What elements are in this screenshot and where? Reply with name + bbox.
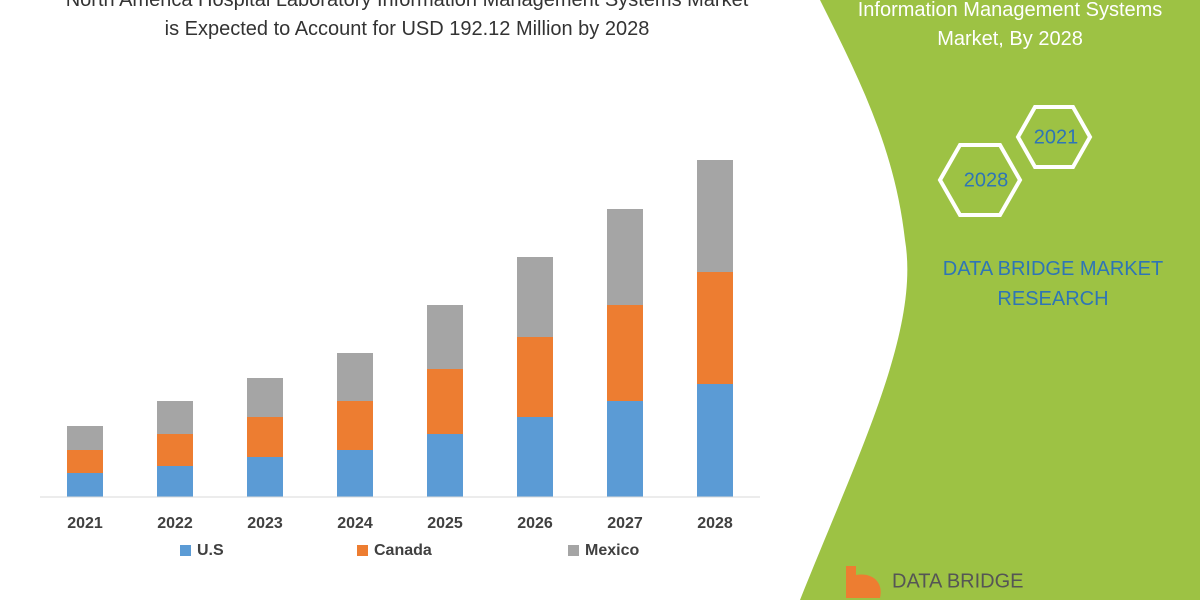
legend-label: Canada [374,542,432,559]
bar-segment [157,434,193,466]
bar-segment [697,272,733,384]
x-tick-label: 2026 [517,515,553,532]
logo-icon [846,566,881,598]
bar-segment [427,369,463,434]
hexagon-label: 2028 [964,169,1009,191]
legend-label: U.S [197,542,224,559]
green-panel [800,0,1200,600]
bar-segment [337,450,373,497]
bar-segment [157,401,193,434]
bar-segment [247,417,283,457]
x-tick-label: 2023 [247,515,283,532]
x-tick-label: 2028 [697,515,733,532]
hexagon [1015,105,1093,169]
bar-segment [67,473,103,497]
logo-text: DATA BRIDGE [892,570,1024,592]
bar-segment [607,209,643,305]
brand: DATA BRIDGE MARKET RESEARCH [942,258,1164,310]
bar-segment [697,160,733,272]
bar-segment [427,434,463,497]
x-tick-label: 2021 [67,515,103,532]
bar-segment [247,457,283,497]
x-tick-label: 2024 [337,515,373,532]
x-tick-label: 2025 [427,515,463,532]
bar-segment [517,257,553,337]
x-tick-label: 2022 [157,515,193,532]
bar-segment [67,450,103,473]
chart-title: North America Hospital Laboratory Inform… [65,0,749,40]
legend-swatch [568,545,579,556]
bar-segment [427,305,463,369]
bar-segment [697,384,733,497]
bar-segment [67,426,103,450]
hexagon-label: 2021 [1034,126,1079,148]
hexagon [937,143,1023,217]
bar-segment [517,417,553,497]
bar-segment [607,305,643,401]
bar-segment [247,378,283,417]
legend-swatch [180,545,191,556]
bar-segment [517,337,553,417]
panel-title: Information Management Systems Market, B… [857,0,1163,50]
plot: 2021 2022 2023 2024 2025 2026 2027 2028 U.S Canad… [40,160,760,559]
legend-swatch [357,545,368,556]
bar-segment [157,466,193,497]
bar-segment [337,353,373,401]
bar-segment [607,401,643,497]
x-tick-label: 2027 [607,515,643,532]
legend-label: Mexico [585,542,639,559]
bar-segment [337,401,373,450]
